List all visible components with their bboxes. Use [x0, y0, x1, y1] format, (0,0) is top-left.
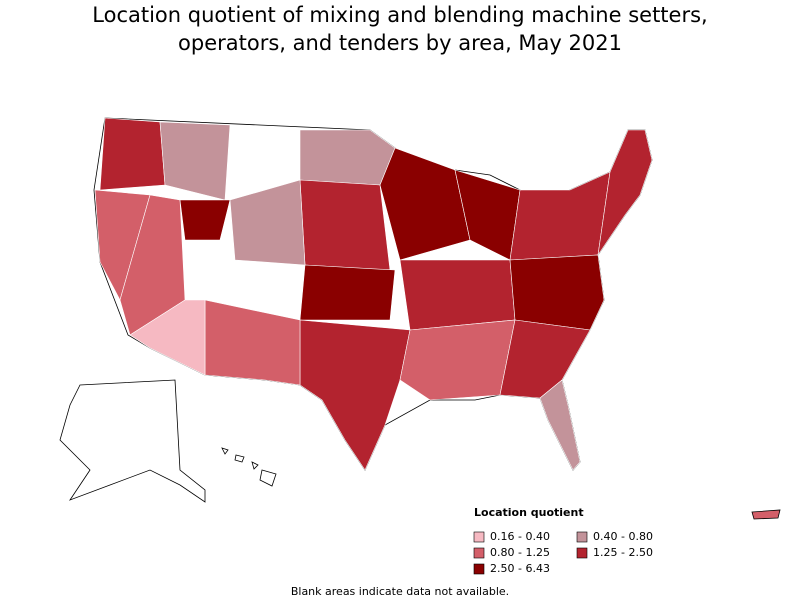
hawaii	[221, 447, 277, 487]
legend-label: 0.80 - 1.25	[490, 546, 550, 559]
map-region	[299, 129, 396, 186]
map-region	[379, 147, 471, 261]
map-region	[399, 259, 516, 331]
legend-title: Location quotient	[474, 506, 584, 519]
map-region	[509, 171, 611, 261]
alaska	[59, 379, 206, 503]
title-line: Location quotient of mixing and blending…	[92, 3, 707, 27]
map-region	[129, 299, 206, 376]
legend-swatch	[576, 547, 588, 559]
map-region	[229, 179, 306, 266]
legend-label: 0.40 - 0.80	[593, 530, 653, 543]
map-regions	[94, 117, 653, 471]
legend-swatch	[473, 547, 485, 559]
legend-label: 0.16 - 0.40	[490, 530, 550, 543]
island	[221, 447, 229, 455]
legend-swatch	[473, 563, 485, 575]
map-region	[299, 264, 396, 321]
map-region	[299, 319, 411, 471]
map-region	[299, 179, 391, 271]
legend-label: 1.25 - 2.50	[593, 546, 653, 559]
legend-swatch	[576, 531, 588, 543]
puerto-rico	[751, 509, 781, 520]
map-region	[597, 129, 653, 256]
legend: 0.16 - 0.40 0.40 - 0.80 0.80 - 1.25 1.25 - …	[473, 530, 653, 575]
alaska-shape	[59, 379, 206, 503]
island	[251, 461, 259, 470]
title-line: operators, and tenders by area, May 2021	[178, 31, 622, 55]
map-region	[499, 319, 591, 399]
map-region	[179, 199, 231, 241]
map-region	[539, 379, 581, 471]
footnote: Blank areas indicate data not available.	[291, 585, 509, 598]
legend-swatch	[473, 531, 485, 543]
map-region	[99, 117, 166, 191]
legend-label: 2.50 - 6.43	[490, 562, 550, 575]
map-region	[509, 254, 605, 331]
map-region	[399, 319, 516, 401]
island	[259, 469, 277, 487]
island	[234, 454, 245, 463]
